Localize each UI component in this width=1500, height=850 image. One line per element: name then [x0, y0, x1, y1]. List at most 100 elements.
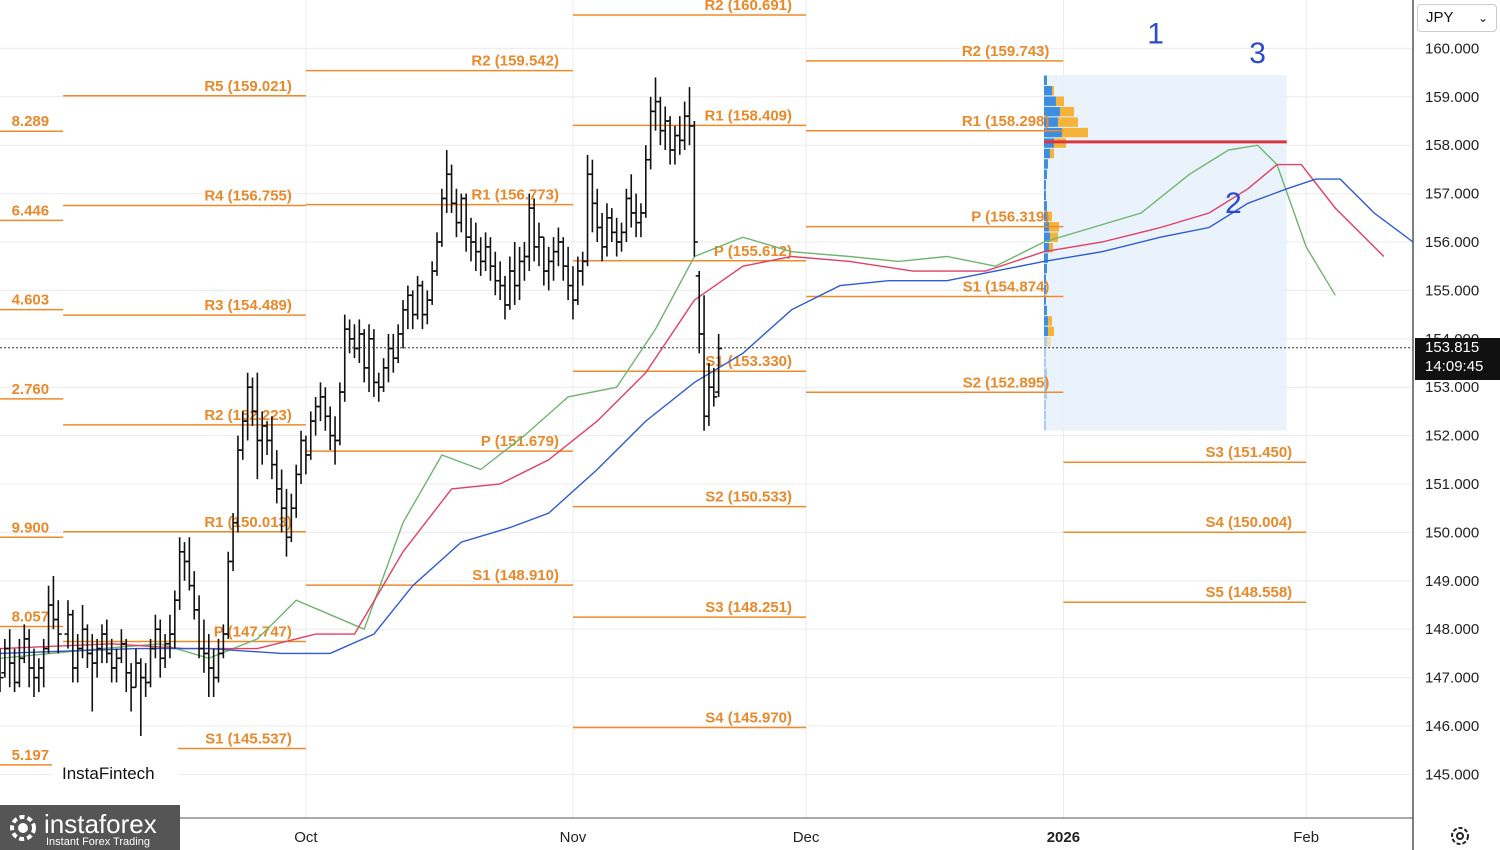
ohlc-bar: [35, 658, 43, 693]
pivot-label: S3 (151.450): [1205, 444, 1292, 461]
ohlc-bar: [491, 251, 499, 296]
ohlc-bar: [448, 164, 456, 213]
volume-bar: [1057, 117, 1078, 127]
volume-bar: [1043, 378, 1048, 389]
pivot-label: S1 (153.330): [705, 353, 792, 370]
ohlc-bar: [554, 227, 562, 267]
y-tick-label: 157.000: [1425, 186, 1479, 203]
pivot-label: S1 (145.537): [205, 730, 292, 747]
ohlc-bar: [462, 193, 470, 252]
volume-bar: [1043, 347, 1046, 358]
symbol-selector[interactable]: JPY ⌄: [1417, 4, 1497, 32]
pivot-label: R3 (154.489): [204, 297, 292, 314]
volume-bar: [1043, 253, 1048, 263]
ohlc-bar: [482, 232, 490, 272]
ohlc-bar: [200, 619, 208, 673]
pivot-label: S2 (152.895): [963, 374, 1050, 391]
pivot-label: R2 (160.691): [704, 0, 792, 14]
ohlc-bar: [661, 106, 669, 151]
ohlc-bar: [710, 367, 718, 407]
volume-bar: [1043, 420, 1046, 431]
ohlc-bar: [132, 648, 140, 689]
ohlc-bar: [443, 150, 451, 213]
ohlc-bar: [360, 329, 368, 383]
pivot-label: S5 (148.558): [1205, 584, 1292, 601]
x-tick-label: 2026: [1047, 829, 1080, 846]
volume-bar: [1043, 368, 1047, 378]
ohlc-bar: [496, 261, 504, 301]
ohlc-bar: [715, 333, 723, 397]
ohlc-bar: [603, 203, 611, 257]
volume-bar: [1043, 263, 1047, 274]
pivot-label: 5.197: [12, 747, 50, 764]
ohlc-bar: [642, 145, 650, 218]
ohlc-bar: [438, 188, 446, 247]
ohlc-bar: [535, 222, 543, 267]
wave-label: 2: [1225, 187, 1242, 220]
wave-labels: 1 2 3: [1147, 18, 1266, 220]
ohlc-bar: [176, 537, 184, 610]
brand-name-top: InstaFintech: [62, 764, 155, 783]
volume-bar: [1043, 284, 1046, 295]
ohlc-bar: [326, 406, 334, 451]
ohlc-bar: [151, 614, 159, 659]
ohlc-bar: [477, 237, 485, 276]
ohlc-bar: [608, 208, 616, 243]
x-axis[interactable]: Oct Nov Dec 2026 Feb: [294, 829, 1319, 846]
ohlc-bar: [622, 188, 630, 243]
volume-bar: [1047, 316, 1052, 326]
brand-name-bottom: instaforex: [44, 809, 157, 839]
ohlc-bar: [414, 275, 422, 320]
ohlc-bar: [268, 416, 276, 480]
ohlc-bar: [54, 600, 62, 654]
ohlc-bar: [516, 246, 524, 301]
bar-countdown: 14:09:45: [1425, 358, 1484, 375]
pivot-label: S1 (154.874): [963, 279, 1050, 296]
x-tick-label: Nov: [560, 829, 587, 846]
ohlc-bar: [690, 121, 698, 257]
pivot-label: 9.900: [12, 519, 50, 536]
volume-bar: [1043, 96, 1056, 106]
y-tick-label: 146.000: [1425, 718, 1479, 735]
ohlc-bar: [676, 116, 684, 155]
ohlc-bar: [613, 217, 621, 257]
pivot-label: R4 (156.755): [204, 187, 292, 204]
ohlc-bar: [574, 256, 582, 305]
ohlc-bar: [569, 266, 577, 320]
ohlc-bar: [409, 290, 417, 330]
volume-bar: [1043, 295, 1046, 305]
volume-bar: [1043, 358, 1046, 368]
volume-bar: [1047, 326, 1054, 337]
ohlc-bar: [511, 242, 519, 305]
pivot-label: S4 (150.004): [1205, 514, 1292, 531]
ohlc-bar: [399, 300, 407, 349]
ohlc-bar: [579, 251, 587, 286]
ohlc-bar: [273, 450, 281, 504]
volume-bar: [1043, 85, 1052, 96]
y-axis[interactable]: 160.000 159.000 158.000 157.000 156.000 155.0…: [1425, 40, 1479, 783]
ohlc-bar: [350, 324, 358, 359]
ohlc-bar: [25, 629, 33, 688]
ohlc-bar: [598, 212, 606, 262]
moving-average-line: [0, 163, 1385, 650]
settings-icon[interactable]: [1448, 824, 1472, 848]
volume-bar: [1043, 148, 1050, 159]
y-tick-label: 159.000: [1425, 89, 1479, 106]
ohlc-bar: [11, 648, 19, 693]
ohlc-bar: [550, 237, 558, 281]
ohlc-bar: [0, 648, 4, 693]
y-tick-label: 158.000: [1425, 137, 1479, 154]
ohlc-bar: [686, 87, 694, 146]
ohlc-bar: [530, 198, 538, 262]
pivot-label: 4.603: [12, 292, 50, 309]
volume-bar: [1043, 274, 1046, 284]
x-tick-label: Oct: [294, 829, 318, 846]
volume-bar: [1046, 337, 1051, 347]
pivot-label: S1 (148.910): [472, 567, 559, 584]
ohlc-bar: [321, 387, 329, 431]
ohlc-bar: [292, 464, 300, 518]
moving-average-line: [0, 178, 1414, 655]
volume-bar: [1043, 117, 1058, 127]
ohlc-bar: [384, 333, 392, 383]
